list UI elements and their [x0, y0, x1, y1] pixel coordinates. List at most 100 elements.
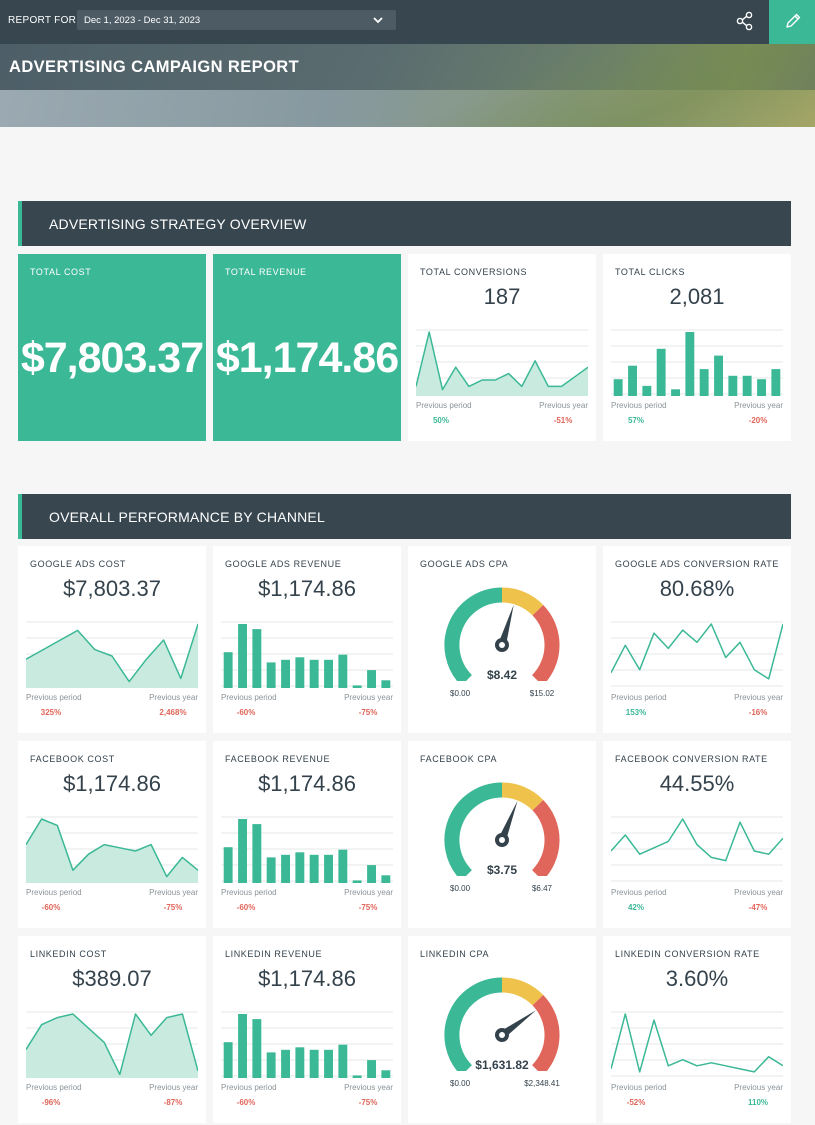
- previous-year-label: Previous year: [149, 1083, 198, 1092]
- bar: [671, 389, 680, 396]
- previous-period-label: Previous period: [611, 1083, 667, 1092]
- card-value: $389.07: [72, 966, 152, 991]
- bar: [338, 849, 348, 883]
- card-label: LINKEDIN REVENUE: [225, 949, 323, 959]
- card-label: TOTAL CONVERSIONS: [420, 267, 528, 277]
- bar: [381, 1070, 391, 1078]
- bar: [352, 1075, 362, 1078]
- card-value: $7,803.37: [20, 334, 204, 382]
- previous-year-change: 2,468%: [159, 708, 187, 717]
- card-value: $1,174.86: [63, 771, 161, 796]
- card-label: LINKEDIN CONVERSION RATE: [615, 949, 760, 959]
- previous-period-change: -52%: [626, 1098, 646, 1107]
- series-line: [611, 818, 783, 862]
- bar: [295, 852, 305, 883]
- bar: [352, 880, 362, 883]
- bar: [281, 659, 290, 688]
- previous-period-change: -60%: [236, 903, 256, 912]
- bar: [613, 379, 623, 396]
- section-header-channels: OVERALL PERFORMANCE BY CHANNEL: [18, 494, 791, 539]
- bar: [266, 662, 276, 688]
- previous-period-label: Previous period: [26, 888, 82, 897]
- card-label: GOOGLE ADS COST: [30, 559, 127, 569]
- gauge-needle: [498, 800, 518, 842]
- bar: [714, 355, 723, 396]
- previous-year-label: Previous year: [734, 401, 783, 410]
- gauge-arc-warn: [501, 782, 544, 811]
- bar: [757, 379, 766, 396]
- bar: [728, 375, 738, 396]
- report-for-label: REPORT FOR: [8, 15, 77, 26]
- gauge-max: $15.02: [529, 689, 555, 698]
- card-label: TOTAL REVENUE: [225, 267, 307, 277]
- date-range-value: Dec 1, 2023 - Dec 31, 2023: [84, 15, 201, 26]
- gauge-arc-good: [444, 977, 503, 1071]
- card-value: 3.60%: [665, 966, 729, 991]
- cpa-gauge: [444, 782, 560, 876]
- bar: [309, 854, 319, 883]
- bar: [295, 657, 305, 688]
- previous-period-change: -60%: [41, 903, 61, 912]
- gauge-needle: [498, 604, 514, 647]
- bar: [381, 680, 391, 688]
- previous-period-label: Previous period: [221, 693, 277, 702]
- previous-year-label: Previous year: [734, 1083, 783, 1092]
- gauge-hub-center: [499, 1032, 505, 1038]
- previous-period-change: 325%: [40, 708, 62, 717]
- total-revenue-card: TOTAL REVENUE $1,174.86: [213, 254, 401, 441]
- section-title: OVERALL PERFORMANCE BY CHANNEL: [49, 509, 325, 525]
- card-label: GOOGLE ADS REVENUE: [225, 559, 342, 569]
- card-value: $1,174.86: [258, 771, 356, 796]
- card-label: LINKEDIN COST: [30, 949, 107, 959]
- gauge-needle: [499, 1010, 536, 1039]
- share-icon[interactable]: [735, 11, 755, 31]
- card-label: FACEBOOK COST: [30, 754, 115, 764]
- bar: [338, 654, 348, 688]
- facebook-revenue-card: FACEBOOK REVENUE $1,174.86 Previous peri…: [213, 741, 401, 928]
- section-header-overview: ADVERTISING STRATEGY OVERVIEW: [18, 201, 791, 246]
- area-sparkline: [26, 621, 198, 688]
- gauge-min: $0.00: [450, 1079, 471, 1088]
- bar: [742, 375, 752, 396]
- google-ads-conversion-rate-card: GOOGLE ADS CONVERSION RATE 80.68% Previo…: [603, 546, 791, 733]
- previous-period-change: -60%: [236, 708, 256, 717]
- bar-sparkline: [221, 621, 393, 688]
- previous-period-change: 42%: [627, 903, 644, 912]
- gauge-value: $1,631.82: [475, 1058, 529, 1072]
- previous-year-label: Previous year: [734, 888, 783, 897]
- linkedin-cpa-card: LINKEDIN CPA $1,631.82 $0.00 $2,348.41: [408, 936, 596, 1123]
- total-clicks-card: TOTAL CLICKS 2,081 Previous period Previ…: [603, 254, 791, 441]
- gauge-arc-bad: [531, 799, 560, 876]
- bar: [324, 854, 333, 883]
- previous-year-label: Previous year: [149, 693, 198, 702]
- previous-period-change: 57%: [627, 416, 644, 425]
- previous-year-label: Previous year: [149, 888, 198, 897]
- bar: [352, 685, 362, 688]
- google-ads-cpa-card: GOOGLE ADS CPA $8.42 $0.00 $15.02: [408, 546, 596, 733]
- previous-year-change: -75%: [358, 903, 378, 912]
- facebook-cpa-card: FACEBOOK CPA $3.75 $0.00 $6.47: [408, 741, 596, 928]
- bar: [266, 1052, 276, 1078]
- gauge-min: $0.00: [450, 689, 471, 698]
- bar-sparkline: [221, 1011, 393, 1078]
- bar: [309, 659, 319, 688]
- previous-year-label: Previous year: [344, 1083, 393, 1092]
- previous-year-change: -75%: [358, 1098, 378, 1107]
- card-label: FACEBOOK CPA: [420, 754, 498, 764]
- total-cost-card: TOTAL COST $7,803.37: [18, 254, 206, 441]
- chevron-down-icon: [373, 17, 383, 24]
- bar: [252, 629, 262, 688]
- line-sparkline: [611, 816, 783, 882]
- bar: [295, 1047, 305, 1078]
- bar: [381, 875, 391, 883]
- date-range-select[interactable]: Dec 1, 2023 - Dec 31, 2023: [77, 10, 396, 30]
- previous-period-label: Previous period: [221, 888, 277, 897]
- facebook-cost-card: FACEBOOK COST $1,174.86 Previous period …: [18, 741, 206, 928]
- bar: [699, 369, 709, 396]
- card-value: $1,174.86: [258, 966, 356, 991]
- card-label: GOOGLE ADS CONVERSION RATE: [615, 559, 779, 569]
- series-line: [26, 623, 198, 683]
- edit-button[interactable]: [769, 0, 815, 44]
- bar: [642, 385, 652, 396]
- previous-period-change: 153%: [625, 708, 647, 717]
